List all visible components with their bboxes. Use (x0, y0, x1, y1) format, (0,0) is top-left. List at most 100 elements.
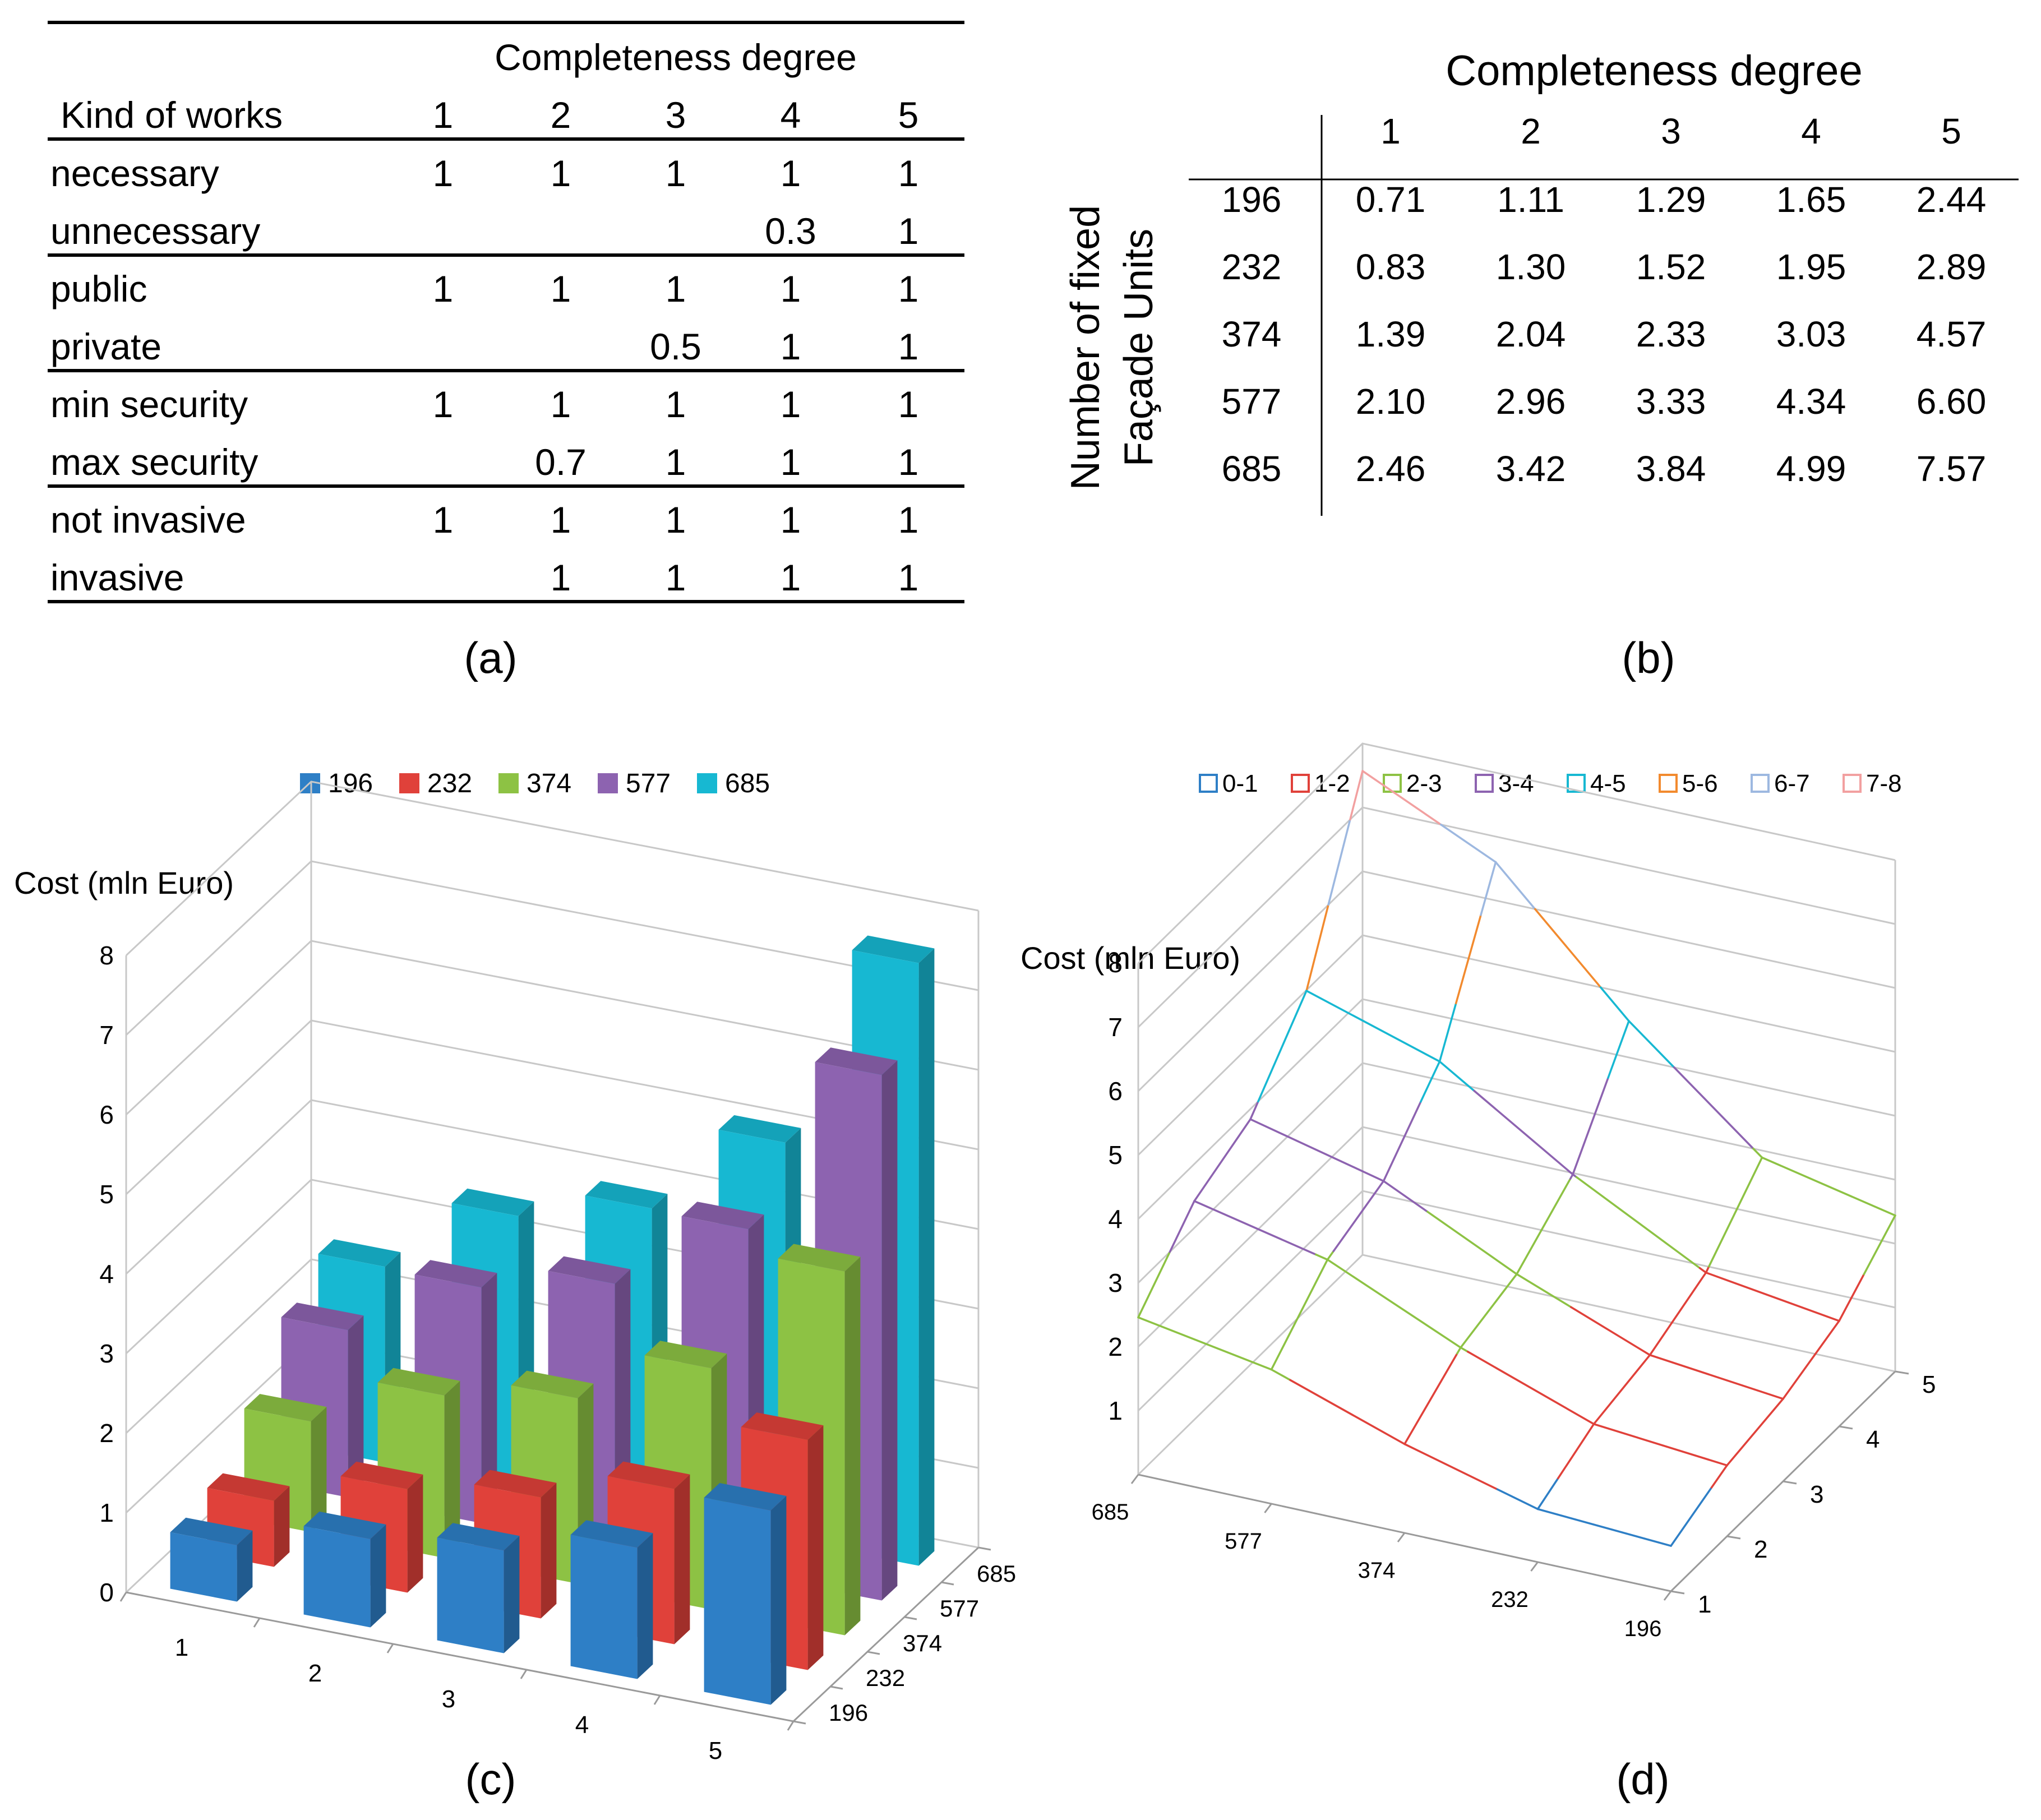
legend-label: 0-1 (1222, 770, 1258, 797)
bar-top (437, 1523, 520, 1551)
table-b-cell: 1.65 (1776, 179, 1846, 220)
bar-side (237, 1530, 253, 1602)
surface-mesh-line (1327, 818, 1351, 906)
bar-top (815, 1047, 898, 1075)
z-tick (1895, 1370, 1909, 1375)
table-b-cell: 2.04 (1496, 314, 1566, 354)
table-a-cell: 1 (551, 557, 571, 598)
surface-mesh-line (1193, 1200, 1317, 1256)
table-a-cell: 1 (666, 384, 686, 425)
surface-mesh-line (1726, 1398, 1784, 1467)
y-tick-label: 2 (99, 1419, 114, 1448)
legend-swatch (1475, 774, 1494, 793)
y-tick-label: 3 (1108, 1268, 1123, 1297)
surface-mesh-line (1628, 1020, 1675, 1069)
bar-side (844, 1257, 861, 1636)
table-a-cell: 1 (433, 153, 454, 194)
bar-top (548, 1256, 631, 1284)
z-tick-label: 577 (940, 1595, 979, 1622)
table-a-cell: 1 (898, 441, 919, 483)
table-b-group-header: Completeness degree (1446, 47, 1863, 95)
y-tick-label: 1 (99, 1498, 114, 1527)
table-b-units-label: 232 (1222, 247, 1282, 287)
y-tick-label: 6 (99, 1100, 114, 1129)
y-tick-label: 2 (1108, 1332, 1123, 1361)
bar (437, 1537, 504, 1653)
y-tick-label: 4 (1108, 1204, 1123, 1234)
legend-label: 2-3 (1406, 770, 1442, 797)
bar-top (244, 1394, 327, 1422)
bar-top (340, 1461, 423, 1489)
table-b-cell: 1.52 (1636, 247, 1706, 287)
table-b-cell: 2.89 (1917, 247, 1987, 287)
surface-mesh-line (1575, 1176, 1701, 1269)
bar-top (741, 1412, 824, 1440)
legend-swatch (399, 773, 419, 793)
table-b-cell: 2.96 (1496, 381, 1566, 422)
surface-mesh-line (1382, 1101, 1422, 1182)
z-tick-label: 685 (977, 1560, 1016, 1587)
gridline (1137, 806, 1896, 1028)
table-a-cell: 1 (898, 210, 919, 252)
bar-top (570, 1520, 653, 1548)
table-a-row-label: public (50, 268, 147, 310)
z-tick (1783, 1480, 1797, 1485)
table-a-cell: 1 (666, 557, 686, 598)
bar-top (414, 1260, 497, 1288)
table-a-row-label: min security (50, 384, 248, 425)
table-a-cell: 1 (551, 384, 571, 425)
x-tick-label: 5 (709, 1737, 722, 1764)
legend-label: 6-7 (1774, 770, 1810, 797)
gridline (1137, 998, 1896, 1220)
table-a-cell: 1 (666, 268, 686, 310)
table-a-cell: 1 (781, 499, 801, 541)
surface-mesh-line (1592, 1354, 1651, 1425)
legend-label: 374 (527, 769, 571, 798)
surface-mesh-line (1460, 1346, 1469, 1353)
surface-mesh-line (1557, 1423, 1595, 1480)
bar (570, 1535, 638, 1679)
table-a-cell: 0.7 (535, 441, 587, 483)
surface-mesh-line (1332, 1180, 1385, 1253)
y-tick-label: 7 (99, 1020, 114, 1050)
table-b-cell: 3.42 (1496, 449, 1566, 489)
gridline (125, 780, 979, 957)
bar-side (274, 1486, 290, 1567)
bar-side (541, 1482, 557, 1619)
y-tick-label: 3 (99, 1339, 114, 1368)
bar-top (170, 1517, 253, 1545)
surface-mesh-line (1270, 1258, 1329, 1371)
legend-label: 232 (427, 769, 472, 798)
x-tick-label: 685 (1092, 1500, 1129, 1525)
table-a-cell: 0.5 (650, 326, 701, 367)
legend-label: 577 (626, 769, 671, 798)
bar-top (778, 1244, 861, 1272)
table-a-cell: 1 (781, 268, 801, 310)
surface-mesh-line (1438, 1060, 1475, 1092)
table-a-degree-header: 5 (898, 94, 919, 136)
table-b-units-label: 196 (1222, 179, 1282, 220)
z-tick-label: 5 (1922, 1371, 1936, 1398)
x-tick (1130, 1474, 1139, 1484)
surface-mesh-line (1480, 861, 1497, 916)
table-b-cell: 1.39 (1356, 314, 1426, 354)
table-b-units-label: 577 (1222, 381, 1282, 422)
surface-mesh-line (1705, 1265, 1710, 1274)
surface-mesh-line (1382, 1180, 1429, 1213)
z-tick (830, 1685, 843, 1690)
surface-mesh-line (1361, 770, 1442, 826)
legend-label: 4-5 (1590, 770, 1626, 797)
surface-mesh-line (1438, 1002, 1457, 1063)
x-tick-label: 196 (1624, 1616, 1662, 1641)
table-b-cell: 1.95 (1776, 247, 1846, 287)
legend-label: 5-6 (1682, 770, 1718, 797)
bar-top (644, 1341, 727, 1369)
surface-mesh-line (1403, 1443, 1499, 1490)
y-axis-title: Cost (mln Euro) (1020, 940, 1240, 976)
surface-mesh-line (1863, 1214, 1896, 1276)
y-tick-label: 8 (1108, 949, 1123, 978)
panel-c-bar-chart: 196 232 374 577 685 Cost (mln Euro) 0 1 2 3 4 5 6 7 8 1… (14, 769, 1016, 1804)
x-tick-label: 3 (442, 1685, 455, 1713)
z-tick-label: 196 (829, 1699, 868, 1726)
z-tick (941, 1581, 954, 1586)
